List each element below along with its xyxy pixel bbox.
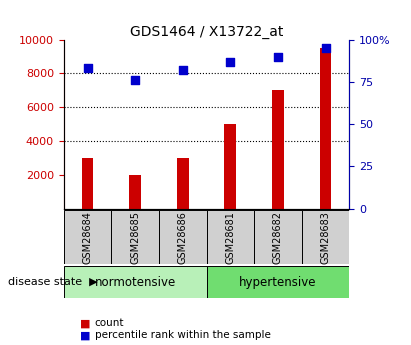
Bar — [64, 266, 206, 298]
Text: ■: ■ — [80, 318, 91, 328]
Text: hypertensive: hypertensive — [239, 276, 317, 288]
Text: GSM28686: GSM28686 — [178, 211, 188, 264]
Bar — [81, 158, 93, 209]
Point — [322, 45, 329, 51]
Text: GSM28684: GSM28684 — [83, 211, 92, 264]
Text: percentile rank within the sample: percentile rank within the sample — [95, 331, 270, 340]
Point — [84, 66, 91, 71]
Bar — [302, 210, 349, 264]
Bar — [64, 210, 111, 264]
Bar — [320, 48, 332, 209]
Text: GSM28682: GSM28682 — [273, 211, 283, 264]
Bar — [206, 210, 254, 264]
Bar — [254, 210, 302, 264]
Text: disease state  ▶: disease state ▶ — [8, 277, 98, 287]
Title: GDS1464 / X13722_at: GDS1464 / X13722_at — [130, 24, 283, 39]
Text: GSM28683: GSM28683 — [321, 211, 330, 264]
Point — [227, 59, 233, 65]
Text: GSM28685: GSM28685 — [130, 211, 140, 264]
Point — [275, 54, 281, 59]
Point — [132, 78, 139, 83]
Bar — [272, 90, 284, 209]
Bar — [206, 266, 349, 298]
Text: GSM28681: GSM28681 — [225, 211, 236, 264]
Bar — [224, 124, 236, 209]
Text: ■: ■ — [80, 331, 91, 340]
Text: count: count — [95, 318, 124, 328]
Point — [180, 67, 186, 73]
Bar — [129, 175, 141, 209]
Bar — [111, 210, 159, 264]
Bar — [177, 158, 189, 209]
Text: normotensive: normotensive — [95, 276, 176, 288]
Bar — [159, 210, 206, 264]
